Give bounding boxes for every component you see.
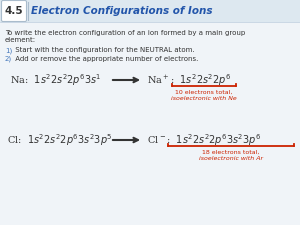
Text: 10 electrons total,: 10 electrons total, [175, 90, 233, 95]
Text: Cl$^-$:  $1s^22s^22p^63s^23p^6$: Cl$^-$: $1s^22s^22p^63s^23p^6$ [147, 132, 261, 148]
Text: Start with the configuration for the NEUTRAL atom.: Start with the configuration for the NEU… [13, 47, 195, 53]
Text: 1): 1) [5, 47, 12, 54]
Text: Na$^+$:  $1s^22s^22p^6$: Na$^+$: $1s^22s^22p^6$ [147, 72, 231, 88]
Text: Electron Configurations of Ions: Electron Configurations of Ions [31, 6, 212, 16]
Text: To write the electron configuration of an ion formed by a main group: To write the electron configuration of a… [5, 30, 245, 36]
FancyBboxPatch shape [2, 0, 26, 22]
Text: 4.5: 4.5 [5, 6, 23, 16]
Text: Cl:  $1s^22s^22p^63s^23p^5$: Cl: $1s^22s^22p^63s^23p^5$ [7, 132, 112, 148]
FancyBboxPatch shape [0, 0, 300, 22]
Text: isoelectronic with Ar: isoelectronic with Ar [199, 156, 263, 161]
Text: element:: element: [5, 37, 36, 43]
Text: isoelectronic with Ne: isoelectronic with Ne [171, 96, 237, 101]
Text: Add or remove the appropriate number of electrons.: Add or remove the appropriate number of … [13, 56, 198, 62]
Text: 18 electrons total,: 18 electrons total, [202, 150, 260, 155]
Text: Na:  $1s^22s^22p^63s^1$: Na: $1s^22s^22p^63s^1$ [10, 72, 102, 88]
Text: 2): 2) [5, 56, 12, 63]
